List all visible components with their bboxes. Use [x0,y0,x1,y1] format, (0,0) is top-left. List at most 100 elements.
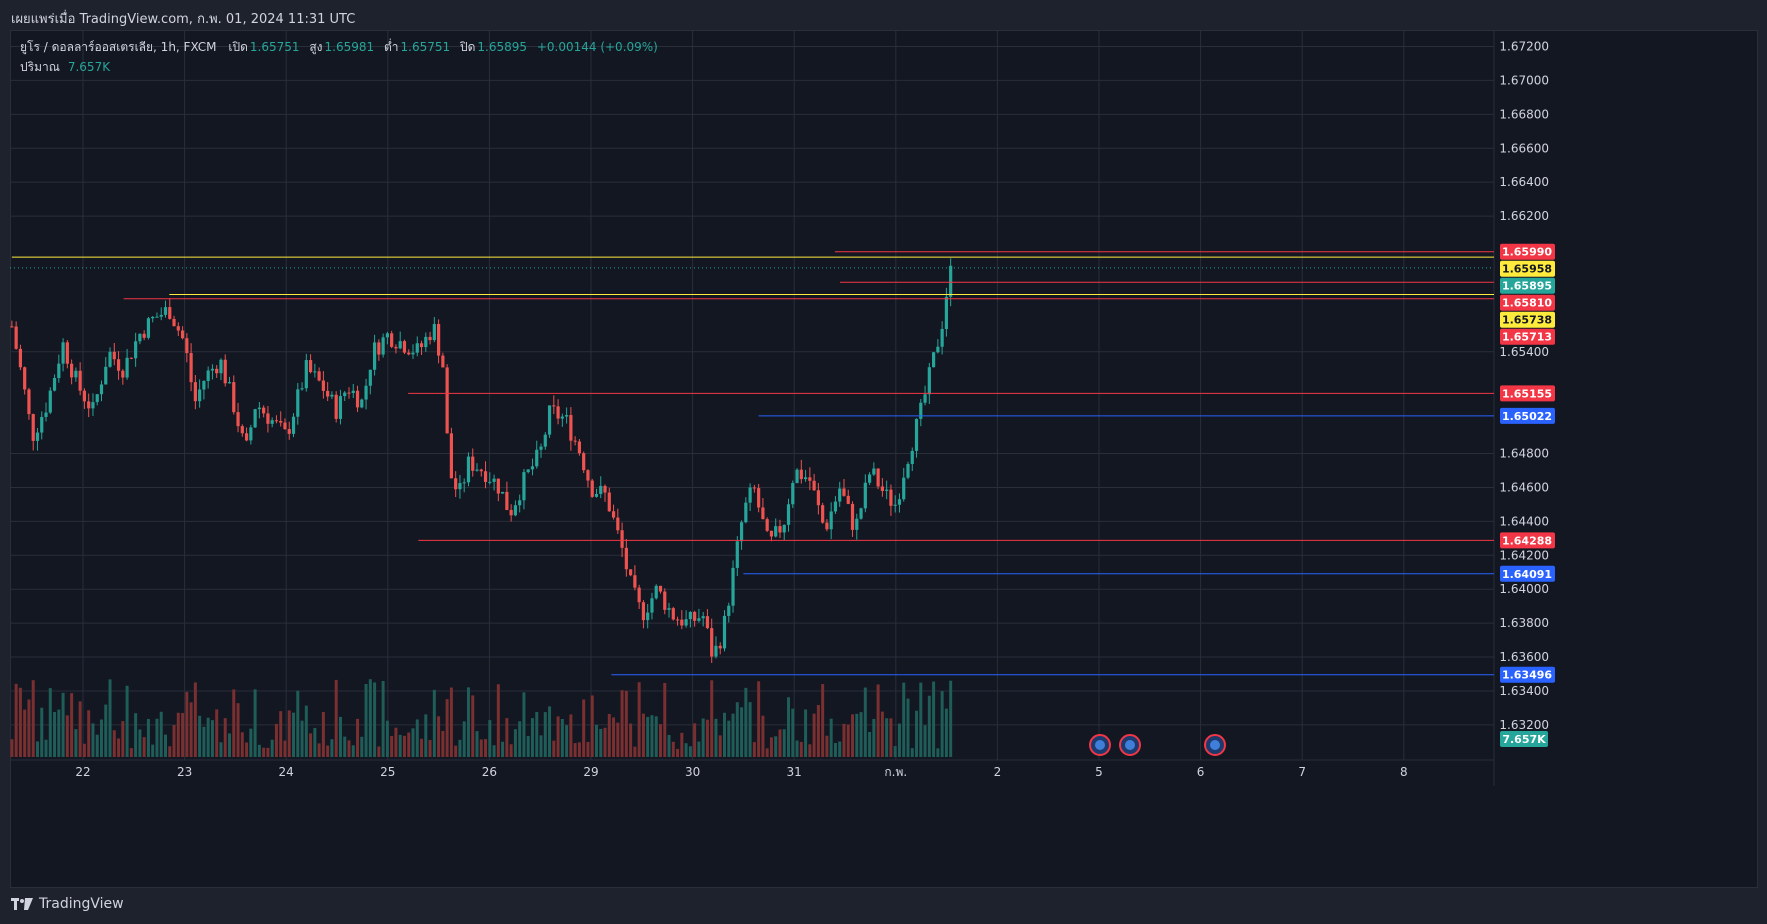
candle-body [385,333,389,338]
x-tick-label: 30 [685,765,700,779]
candle-body [594,494,599,497]
candle-body [91,402,95,409]
volume-bar [714,718,718,757]
candle-body [949,265,953,297]
candle-body [44,412,48,417]
y-tick-label: 1.67200 [1499,40,1549,54]
volume-bar [185,691,189,757]
volume-bar [599,728,603,757]
y-tick-label: 1.64600 [1499,480,1549,494]
volume-bar [202,726,206,757]
candle-body [326,390,330,397]
candle-body [155,316,159,318]
candle-body [629,569,633,576]
volume-bar [168,746,172,757]
candle-body [65,342,69,364]
volume-bar [326,745,330,757]
candle-body [419,343,424,348]
volume-bar [57,709,61,757]
volume-bar [735,702,739,757]
volume-bar [262,747,266,757]
volume-bar [304,705,308,757]
volume-bar [356,718,360,757]
volume-bar [863,687,867,757]
candle-body [244,433,249,441]
candle-body [317,371,321,381]
volume-bar [539,735,543,757]
candle-body [838,488,842,502]
candle-body [52,377,57,391]
volume-bar [394,727,398,757]
volume-bar [82,743,86,757]
candle-body [910,450,914,464]
candle-body [914,418,919,451]
volume-bar [129,748,133,757]
volume-bar [296,690,300,757]
volume-bar [923,725,927,757]
volume-bar [411,728,415,757]
volume-bar [859,712,863,757]
candle-body [752,487,756,489]
price-label-badge [1500,260,1555,277]
candle-body [842,488,846,496]
volume-bar [718,735,722,757]
candle-body [411,352,415,355]
volume-bar [488,720,492,757]
volume-bar [390,735,394,757]
volume-bar [633,746,637,757]
candle-body [569,415,573,441]
volume-bar [402,735,406,757]
volume-bar [210,720,214,757]
y-tick-label: 1.66200 [1499,209,1549,223]
x-tick-label: 31 [787,765,802,779]
volume-bar [560,718,564,757]
volume-bar [155,718,159,757]
footer-brand[interactable]: TradingView [11,896,124,912]
volume-bar [897,723,901,757]
volume-bar [697,741,701,757]
candle-body [437,324,441,356]
volume-bar [292,712,296,757]
volume-bar [381,681,385,757]
close-label: ปิด [459,40,476,54]
volume-bar [949,680,953,757]
volume-bar [347,740,351,757]
x-tick-label: 8 [1400,765,1408,779]
volume-bar [902,682,906,757]
volume-bar [885,718,889,757]
candle-body [876,468,880,487]
candle-body [906,463,910,478]
volume-bar [151,744,155,757]
candle-body [270,420,274,424]
candle-body [872,468,876,475]
volume-bar [940,691,944,757]
candle-body [637,587,641,603]
volume-bar [249,728,253,757]
open-value: 1.65751 [249,40,300,54]
candle-body [168,307,172,319]
volume-bar [223,718,227,757]
candle-body [338,396,343,419]
volume-bar [343,736,347,757]
volume-bar [513,729,517,757]
candle-body [757,488,761,508]
x-tick-label: 2 [994,765,1002,779]
volume-bar [415,719,419,757]
volume-bar [705,719,709,757]
volume-bar [215,709,219,757]
volume-bar [799,741,803,757]
volume-bar [364,684,368,757]
candle-body [667,608,671,610]
volume-bar [927,695,931,757]
volume-bar [104,704,108,757]
candle-body [697,618,701,621]
volume-bar [172,724,176,757]
price-label-text: 1.65895 [1502,280,1552,293]
volume-bar [748,702,752,757]
x-tick-label: 29 [583,765,598,779]
volume-bar [31,680,35,757]
volume-bar [740,707,744,757]
candle-body [927,367,931,395]
volume-bar [765,748,769,757]
